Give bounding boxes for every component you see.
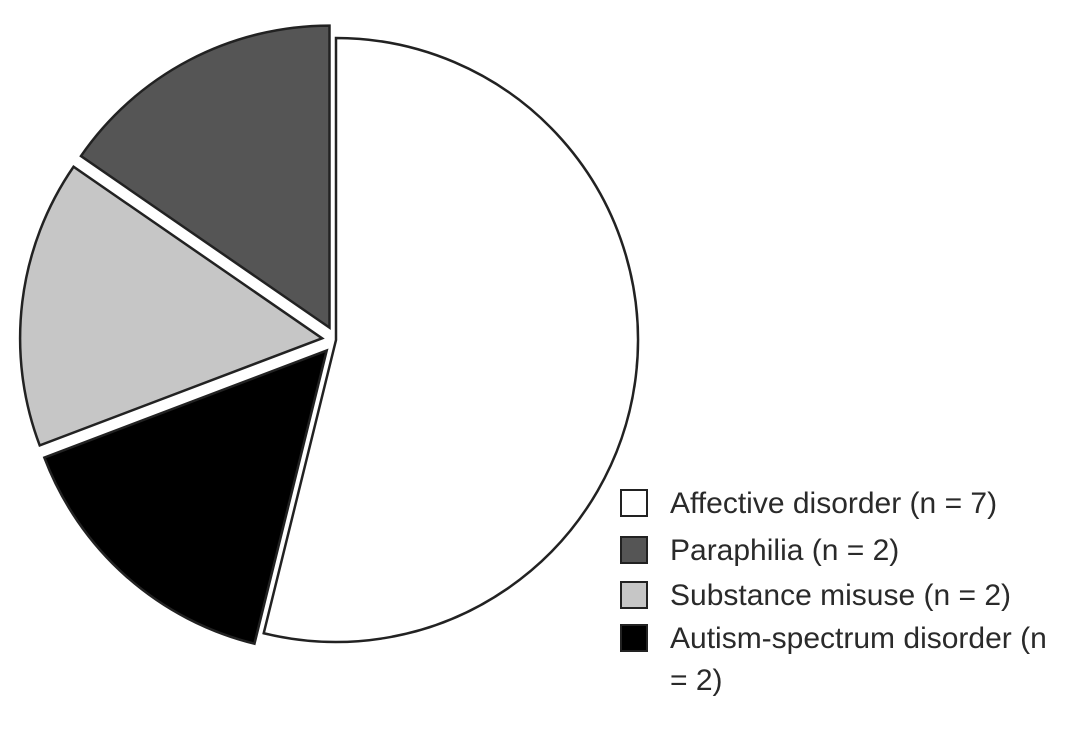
pie-slice (262, 36, 640, 644)
legend-label: Autism-spectrum disorder (n = 2) (670, 622, 1047, 697)
legend-item: Affective disorder (n = 7) (620, 483, 1055, 525)
legend-swatch (620, 489, 648, 517)
legend-label: Paraphilia (n = 2) (670, 534, 900, 567)
pie-slice (18, 165, 325, 448)
legend-item: Substance misuse (n = 2) (620, 575, 1055, 617)
legend-swatch (620, 536, 648, 564)
pie-slice (79, 24, 331, 330)
legend-label: Substance misuse (n = 2) (670, 579, 1012, 612)
legend-swatch (620, 624, 648, 652)
legend-item: Autism-spectrum disorder (n = 2) (620, 618, 1055, 702)
pie-slice (42, 348, 329, 646)
legend-label: Affective disorder (n = 7) (670, 487, 998, 520)
legend-item: Paraphilia (n = 2) (620, 530, 1055, 572)
legend-swatch (620, 581, 648, 609)
